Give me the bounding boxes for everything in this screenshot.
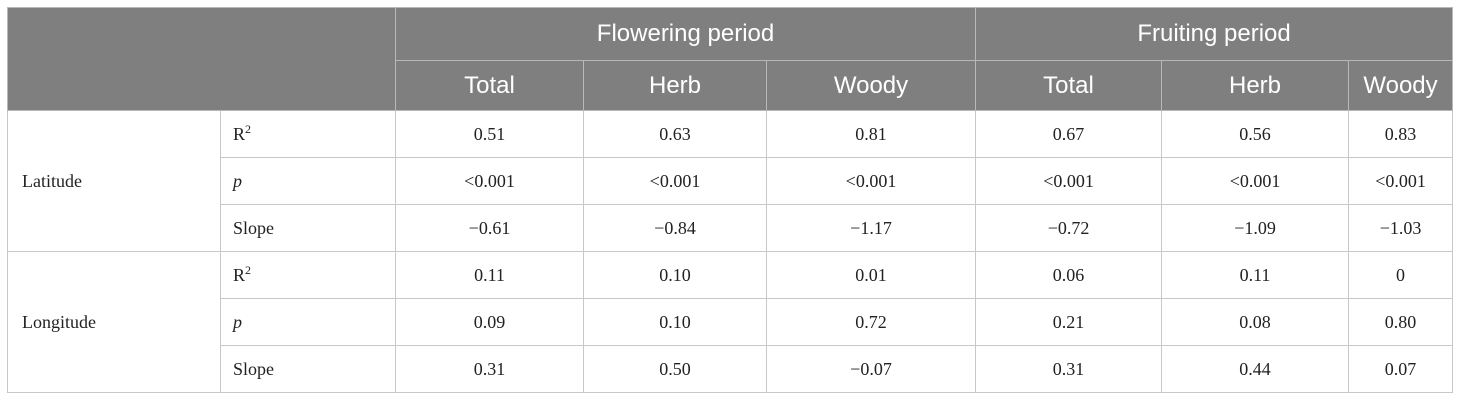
table-cell: 0.83 xyxy=(1348,110,1454,158)
header-sub-row: Total Herb Woody Total Herb Woody xyxy=(8,60,1454,111)
table-cell: −1.17 xyxy=(765,204,977,252)
table-cell: 0.08 xyxy=(1161,298,1350,346)
table-cell: 0.50 xyxy=(583,345,767,393)
table-cell: 0.31 xyxy=(395,345,584,393)
table-cell: <0.001 xyxy=(395,157,584,205)
stat-label-base: Slope xyxy=(233,358,275,379)
table-cell: −0.84 xyxy=(583,204,767,252)
table-cell: 0.11 xyxy=(1161,251,1350,299)
stat-label-slope: Slope xyxy=(220,204,396,252)
table-row: Latitude R2 0.51 0.63 0.81 0.67 0.56 0.8… xyxy=(7,110,1454,252)
header-fruiting-herb: Herb xyxy=(1161,60,1350,111)
stat-label-base: Slope xyxy=(233,217,275,238)
header-fruiting-total: Total xyxy=(975,60,1163,111)
table-cell: 0.06 xyxy=(975,251,1163,299)
table-row: Slope 0.31 0.50 −0.07 0.31 0.44 0.07 xyxy=(8,345,1454,393)
stat-label-p: p xyxy=(220,298,396,346)
stat-label-superscript: 2 xyxy=(245,262,252,277)
table-cell: <0.001 xyxy=(765,157,977,205)
table-cell: <0.001 xyxy=(583,157,767,205)
header-fruiting-period: Fruiting period xyxy=(975,7,1454,61)
table-cell: −0.07 xyxy=(765,345,977,393)
table-row: Slope −0.61 −0.84 −1.17 −0.72 −1.09 −1.0… xyxy=(8,204,1454,252)
stat-label-r2: R2 xyxy=(220,110,396,158)
table-cell: −1.09 xyxy=(1161,204,1350,252)
table-header: Flowering period Fruiting period Total H… xyxy=(7,7,1454,111)
header-group-row: Flowering period Fruiting period xyxy=(7,7,1454,111)
header-flowering-herb: Herb xyxy=(583,60,767,111)
header-flowering-woody: Woody xyxy=(765,60,977,111)
table-cell: 0.80 xyxy=(1348,298,1454,346)
table-cell: 0.09 xyxy=(395,298,584,346)
stat-label-slope: Slope xyxy=(220,345,396,393)
header-fruiting-woody: Woody xyxy=(1348,60,1454,111)
header-corner-cell xyxy=(7,7,396,111)
regression-table: Flowering period Fruiting period Total H… xyxy=(7,7,1454,393)
table-cell: 0.81 xyxy=(765,110,977,158)
table-cell: 0.11 xyxy=(395,251,584,299)
table-cell: −0.72 xyxy=(975,204,1163,252)
table-cell: 0.63 xyxy=(583,110,767,158)
header-flowering-total: Total xyxy=(395,60,584,111)
table-cell: 0.10 xyxy=(583,298,767,346)
table-row: p 0.09 0.10 0.72 0.21 0.08 0.80 xyxy=(8,298,1454,346)
table-cell: 0.51 xyxy=(395,110,584,158)
stat-label-base: R xyxy=(233,264,246,285)
table-cell: −1.03 xyxy=(1348,204,1454,252)
variable-label-latitude: Latitude xyxy=(7,110,221,252)
table-cell: 0.44 xyxy=(1161,345,1350,393)
table-cell: 0.21 xyxy=(975,298,1163,346)
variable-label-longitude: Longitude xyxy=(7,251,221,393)
stat-label-r2: R2 xyxy=(220,251,396,299)
table-cell: 0.72 xyxy=(765,298,977,346)
stat-label-base: p xyxy=(233,170,242,191)
table-cell: 0.01 xyxy=(765,251,977,299)
stat-label-superscript: 2 xyxy=(245,121,252,136)
header-flowering-period: Flowering period xyxy=(394,7,977,61)
table-cell: 0.10 xyxy=(583,251,767,299)
table-cell: <0.001 xyxy=(1348,157,1454,205)
table-cell: <0.001 xyxy=(1161,157,1350,205)
stat-label-p: p xyxy=(220,157,396,205)
table-cell: 0.56 xyxy=(1161,110,1350,158)
table-cell: 0.31 xyxy=(975,345,1163,393)
table-cell: 0 xyxy=(1348,251,1454,299)
table-row: Longitude R2 0.11 0.10 0.01 0.06 0.11 0 xyxy=(7,251,1454,393)
table-cell: 0.67 xyxy=(975,110,1163,158)
table-cell: −0.61 xyxy=(395,204,584,252)
table-row: p <0.001 <0.001 <0.001 <0.001 <0.001 <0.… xyxy=(8,157,1454,205)
table-cell: 0.07 xyxy=(1348,345,1454,393)
stat-label-base: p xyxy=(233,311,242,332)
regression-table-container: Flowering period Fruiting period Total H… xyxy=(7,7,1454,393)
stat-label-base: R xyxy=(233,123,246,144)
table-body: Latitude R2 0.51 0.63 0.81 0.67 0.56 0.8… xyxy=(7,110,1454,393)
table-cell: <0.001 xyxy=(975,157,1163,205)
